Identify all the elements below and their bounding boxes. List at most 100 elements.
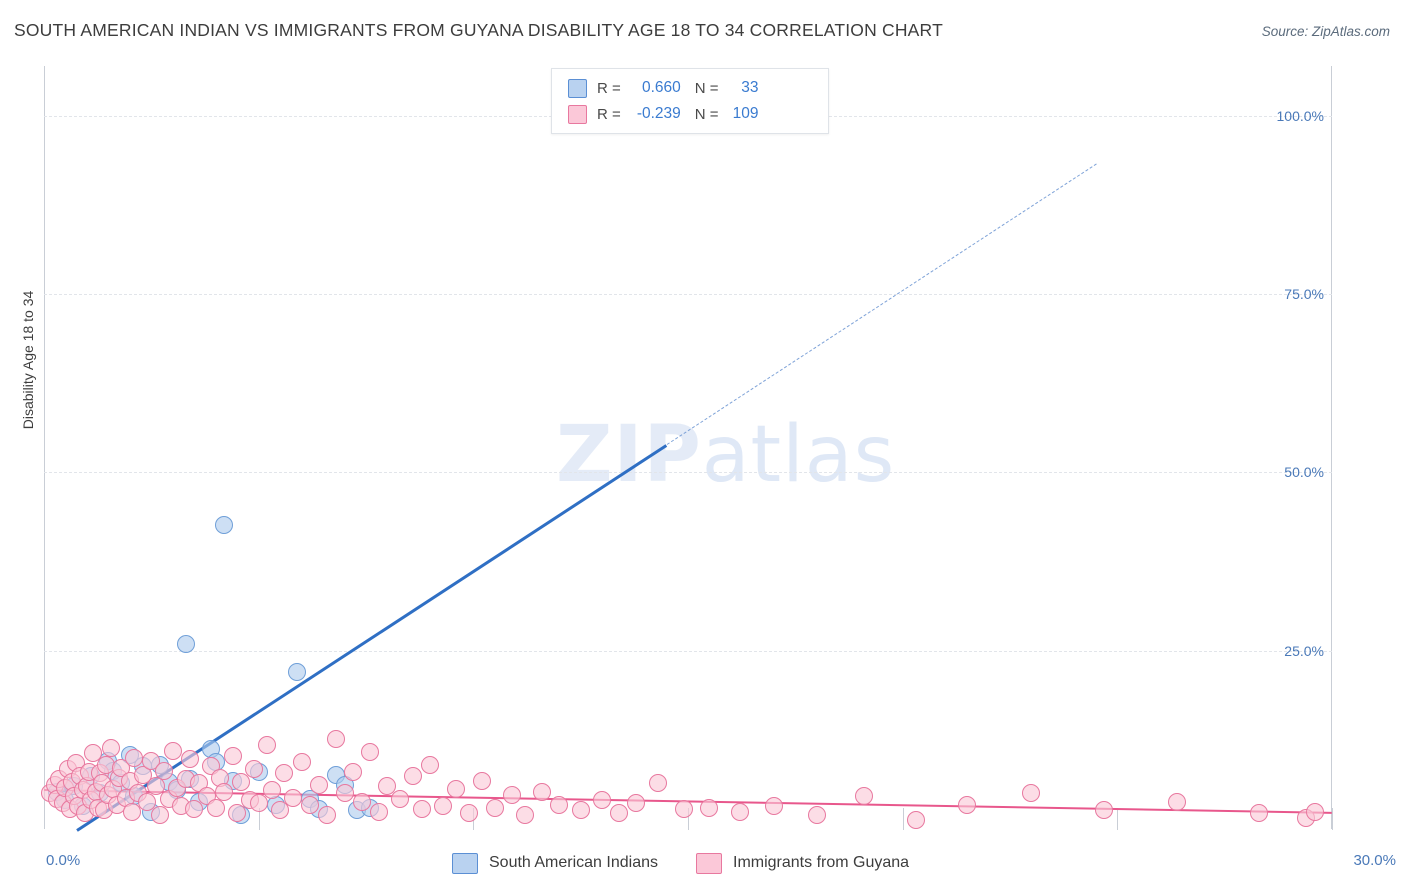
- data-point: [421, 755, 440, 774]
- stats-n-value-2: 109: [732, 105, 759, 122]
- stats-swatch-blue: [568, 78, 587, 98]
- watermark: ZIPatlas: [556, 410, 895, 500]
- stats-r-label-1: R =: [597, 79, 621, 97]
- data-point: [123, 802, 141, 821]
- legend-label: South American Indians: [489, 854, 658, 871]
- data-point: [101, 738, 120, 757]
- gridline-50: [44, 472, 1332, 474]
- data-point: [249, 794, 268, 813]
- correlation-stats-box: R = 0.660 N = 33 R = -0.239 N = 109: [551, 68, 829, 134]
- y-axis-tick-label: 25.0%: [1284, 642, 1324, 659]
- data-point: [550, 795, 569, 814]
- data-point: [275, 764, 294, 783]
- x-axis-tick: [902, 808, 904, 830]
- legend-swatch: [696, 852, 722, 874]
- y-axis-line-right: [1331, 66, 1332, 829]
- stats-swatch-pink: [568, 104, 587, 124]
- gridline-75: [44, 294, 1332, 296]
- x-axis-tick: [258, 808, 260, 830]
- legend-swatch: [452, 852, 478, 874]
- data-point: [180, 750, 199, 769]
- x-axis-tick: [1117, 808, 1119, 830]
- data-point: [138, 792, 157, 811]
- legend-label: Immigrants from Guyana: [733, 854, 910, 871]
- data-point: [228, 804, 247, 823]
- stats-row-immigrants-from-guyana: R = -0.239 N = 109: [552, 101, 828, 127]
- x-axis-tick: [1332, 808, 1333, 830]
- data-point: [515, 805, 534, 824]
- y-axis-title: Disability Age 18 to 34: [20, 290, 36, 430]
- data-point: [460, 804, 479, 823]
- data-point: [404, 767, 423, 786]
- data-point: [593, 791, 612, 810]
- data-point: [352, 792, 371, 811]
- data-point: [301, 795, 320, 814]
- data-point: [700, 798, 719, 817]
- data-point: [344, 762, 363, 781]
- data-point: [1022, 784, 1041, 803]
- data-point: [318, 805, 337, 824]
- chart-legend: South American Indians Immigrants from Gu…: [452, 848, 947, 878]
- data-point: [571, 801, 590, 820]
- source-attribution: Source: ZipAtlas.com: [1261, 24, 1390, 39]
- data-point: [412, 800, 431, 819]
- data-point: [326, 730, 345, 749]
- data-point: [502, 785, 521, 804]
- data-point: [223, 747, 242, 766]
- plot-area: ZIPatlas 100.0% 75.0% 50.0% 25.0%: [41, 66, 1333, 832]
- data-point: [309, 775, 328, 794]
- data-point: [215, 782, 234, 801]
- x-axis-max-label: 30.0%: [1353, 852, 1396, 869]
- data-point: [855, 787, 874, 806]
- data-point: [125, 748, 144, 767]
- stats-r-label-2: R =: [597, 105, 621, 123]
- data-point: [610, 804, 629, 823]
- data-point: [447, 780, 466, 799]
- data-point: [1168, 792, 1187, 811]
- y-axis-tick-label: 100.0%: [1276, 107, 1324, 124]
- y-axis-tick-label: 75.0%: [1284, 286, 1324, 303]
- stats-row-south-american-indians: R = 0.660 N = 33: [552, 75, 828, 101]
- x-axis-tick: [688, 808, 689, 830]
- data-point: [906, 811, 925, 830]
- data-point: [361, 742, 380, 761]
- data-point: [262, 781, 281, 800]
- data-point: [378, 777, 397, 796]
- data-point: [730, 802, 749, 821]
- data-point: [674, 800, 693, 819]
- data-point: [146, 777, 165, 796]
- page-title: SOUTH AMERICAN INDIAN VS IMMIGRANTS FROM…: [14, 20, 943, 40]
- data-point: [258, 735, 277, 754]
- data-point: [215, 516, 234, 535]
- stats-r-value-1: 0.660: [641, 79, 681, 96]
- data-point: [472, 771, 491, 790]
- data-point: [533, 782, 552, 801]
- data-point: [288, 663, 307, 682]
- data-point: [627, 794, 646, 813]
- y-axis-tick-label: 50.0%: [1284, 464, 1324, 481]
- data-point: [369, 802, 388, 821]
- trendline-projection: [666, 163, 1097, 445]
- data-point: [206, 798, 225, 817]
- data-point: [648, 774, 667, 793]
- data-point: [84, 744, 103, 763]
- data-point: [764, 797, 783, 816]
- gridline-25: [44, 650, 1332, 652]
- data-point: [434, 797, 453, 816]
- data-point: [185, 800, 204, 819]
- data-point: [163, 741, 182, 760]
- stats-n-label-2: N =: [694, 105, 719, 123]
- watermark-zip: ZIP: [556, 410, 702, 500]
- data-point: [958, 795, 977, 814]
- data-point: [335, 784, 354, 803]
- stats-n-label-1: N =: [694, 79, 719, 97]
- data-point: [150, 805, 169, 824]
- data-point: [245, 760, 264, 779]
- data-point: [284, 788, 302, 807]
- legend-item-immigrants-from-guyana[interactable]: Immigrants from Guyana: [696, 852, 910, 874]
- legend-item-south-american-indians[interactable]: South American Indians: [452, 852, 658, 874]
- data-point: [485, 798, 504, 817]
- x-axis-min-label: 0.0%: [46, 852, 81, 869]
- data-point: [1095, 801, 1114, 820]
